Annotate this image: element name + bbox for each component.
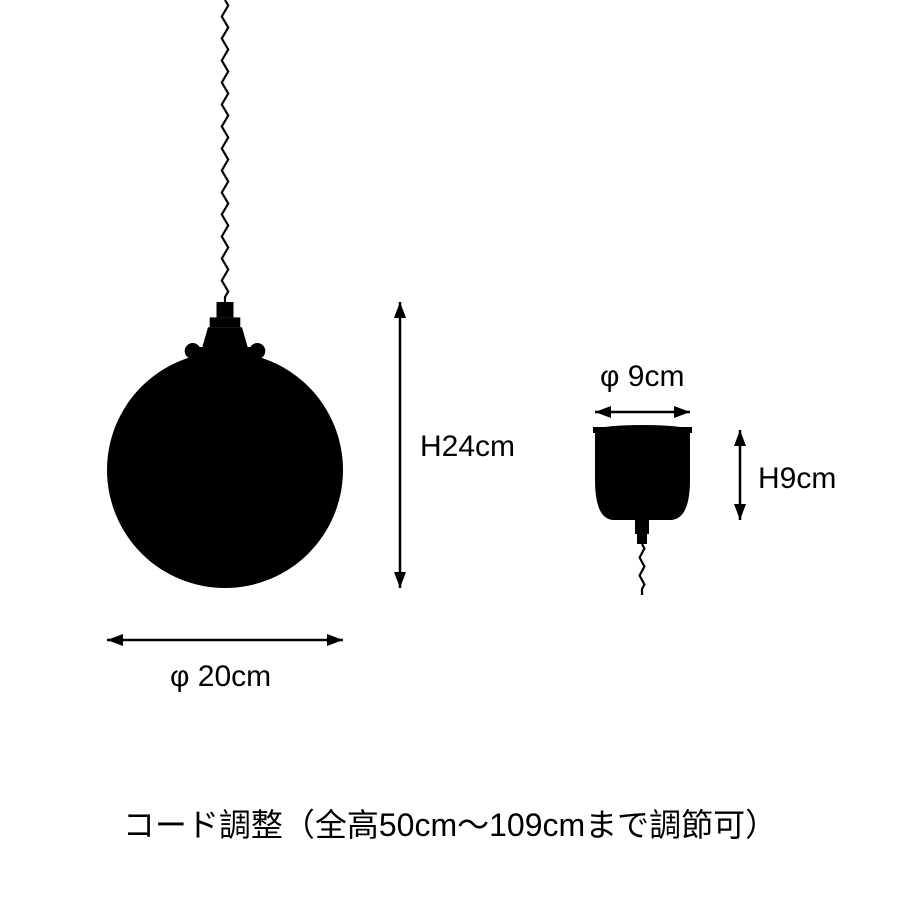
pendant-height-label: H24cm (420, 430, 515, 464)
cord-adjustment-caption: コード調整（全高50cm～109cmまで調節可） (0, 800, 900, 846)
diagram-canvas: H24cm φ 20cm φ 9cm H9cm コード調整（全高50cm～109… (0, 0, 900, 900)
canopy-diameter-label: φ 9cm (600, 360, 684, 394)
pendant-diameter-label: φ 20cm (170, 660, 271, 694)
canopy-height-label: H9cm (758, 462, 836, 496)
